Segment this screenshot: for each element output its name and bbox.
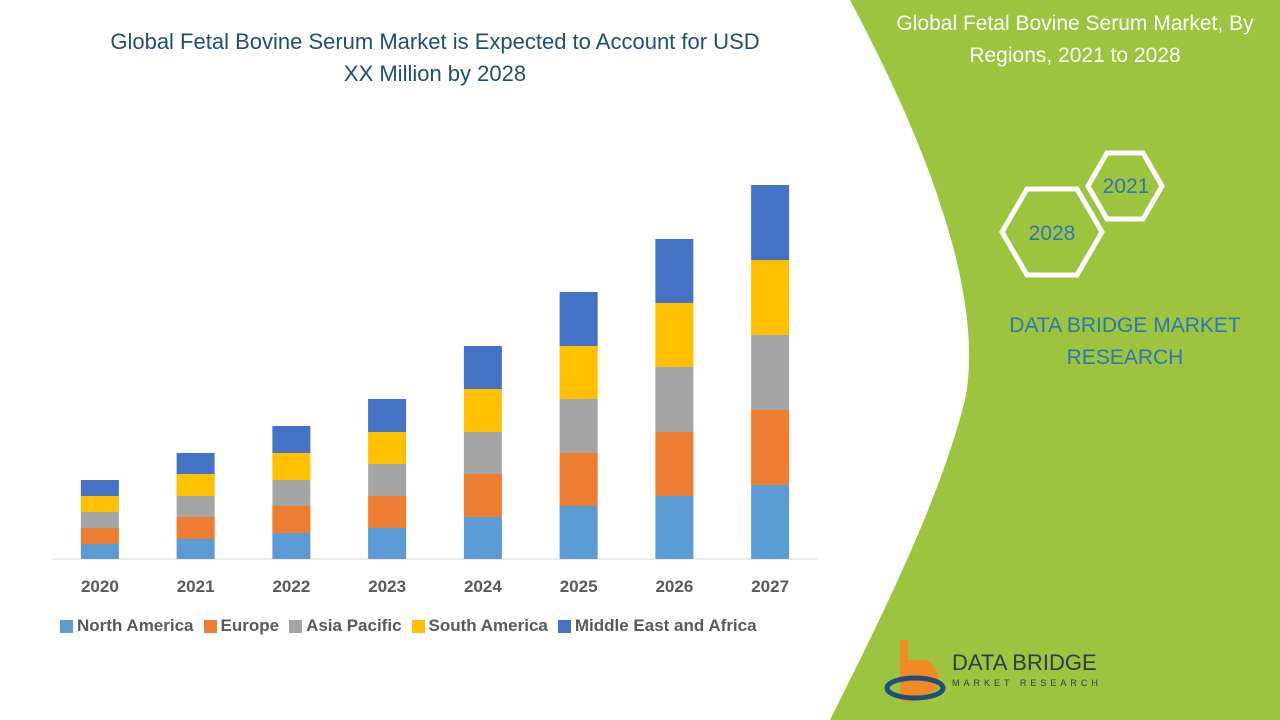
legend-label: South America — [428, 616, 548, 635]
legend-swatch — [411, 619, 425, 633]
panel-title: Global Fetal Bovine Serum Market, By Reg… — [896, 12, 1254, 67]
logo-mark — [900, 640, 939, 702]
bar-segment — [751, 335, 790, 410]
bar-segment — [655, 239, 694, 303]
legend: North America Europe Asia Pacific South Ame… — [60, 616, 757, 636]
bar-segment — [559, 346, 598, 399]
hex-label: 2021 — [1103, 175, 1150, 198]
bar-segment — [463, 432, 502, 474]
x-tick-label: 2020 — [81, 577, 119, 596]
bar-segment — [80, 496, 119, 512]
bar-segment — [463, 346, 502, 389]
legend-label: Middle East and Africa — [574, 616, 757, 635]
legend-swatch — [60, 619, 73, 633]
legend-swatch — [557, 619, 571, 633]
bar-segment — [176, 517, 215, 539]
side-panel — [830, 0, 1280, 720]
bar-segment — [272, 453, 311, 480]
bar-segment — [80, 512, 119, 528]
bar-segment — [272, 480, 311, 506]
legend-label: North America — [77, 616, 194, 635]
bar-segment — [655, 303, 694, 367]
bar-segment — [751, 485, 790, 559]
x-tick-label: 2023 — [368, 577, 406, 596]
bar-segment — [176, 539, 215, 559]
bar-segment — [272, 506, 311, 533]
legend-label: Europe — [220, 616, 280, 635]
logo-swoosh — [884, 675, 946, 701]
bar-segment — [751, 410, 790, 485]
legend-item: Asia Pacific — [289, 616, 402, 636]
bar-segment — [463, 389, 502, 432]
bar-segment — [559, 399, 598, 453]
bar-segment — [176, 496, 215, 517]
bar-segment — [368, 432, 407, 464]
bar-segment — [80, 480, 119, 496]
logo-tagline: MARKET RESEARCH — [952, 678, 1102, 688]
legend-item: North America — [60, 616, 194, 636]
bar-segment — [655, 432, 694, 496]
legend-item: Europe — [203, 616, 280, 636]
bar-segment — [655, 367, 694, 432]
bar-segment — [751, 185, 790, 260]
legend-item: South America — [411, 616, 548, 636]
chart-title: Global Fetal Bovine Serum Market is Expe… — [110, 29, 760, 86]
logo-name: DATA BRIDGE — [952, 650, 1097, 675]
logo: DATA BRIDGE MARKET RESEARCH — [884, 640, 1102, 702]
legend-swatch — [289, 619, 303, 633]
bar-segment — [655, 496, 694, 559]
bar-segment — [559, 292, 598, 346]
x-tick-label: 2025 — [560, 577, 598, 596]
x-tick-label: 2021 — [177, 577, 215, 596]
bar-segment — [176, 474, 215, 496]
bar-segment — [272, 533, 311, 559]
bar-segment — [368, 399, 407, 432]
x-tick-label: 2022 — [272, 577, 310, 596]
hexagon — [1085, 150, 1165, 222]
bar-segment — [463, 474, 502, 517]
x-tick-label: 2026 — [655, 577, 693, 596]
hex-label: 2028 — [1029, 222, 1076, 245]
legend-item: Middle East and Africa — [557, 616, 757, 636]
bar-segment — [559, 453, 598, 506]
bar-segment — [80, 544, 119, 559]
bar-segment — [80, 528, 119, 544]
bar-segment — [559, 506, 598, 559]
bar-segment — [368, 528, 407, 559]
bar-segment — [272, 426, 311, 453]
legend-label: Asia Pacific — [306, 616, 402, 635]
x-tick-label: 2027 — [751, 577, 789, 596]
bar-segment — [368, 496, 407, 528]
bar-segment — [751, 260, 790, 335]
hexagon — [999, 186, 1105, 278]
bar-segment — [368, 464, 407, 496]
x-tick-label: 2024 — [464, 577, 502, 596]
bar-segment — [463, 517, 502, 559]
brand: DATA BRIDGE MARKET RESEARCH — [1009, 314, 1241, 369]
bar-segment — [176, 453, 215, 474]
legend-swatch — [203, 619, 217, 633]
